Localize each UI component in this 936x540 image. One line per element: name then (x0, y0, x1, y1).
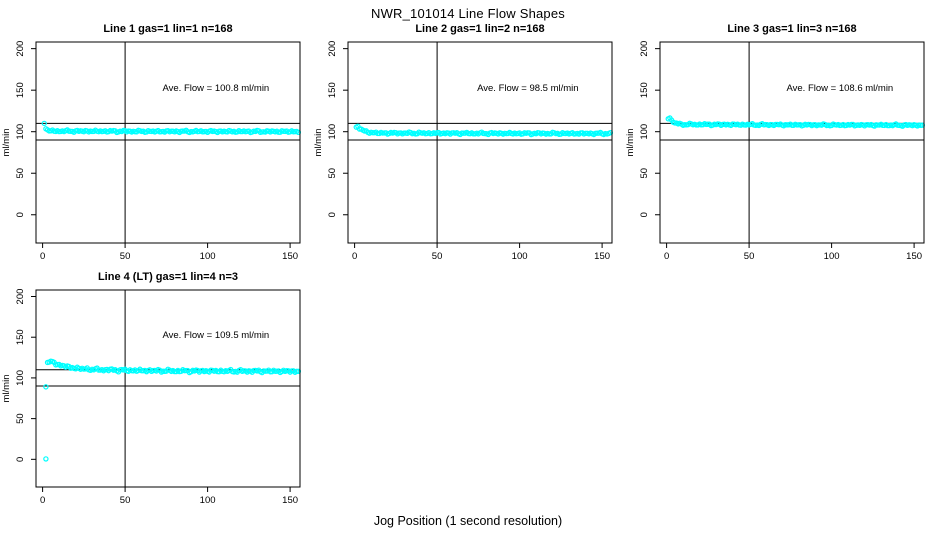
data-points-group (353, 123, 613, 138)
panel-line-4-plot: 0 50 100 150 0 50 100 150 200 ml/min Line 4 (LT) g… (1, 271, 301, 506)
ave-flow-annotation: Ave. Flow = 109.5 ml/min (162, 330, 269, 341)
y-tick-label: 150 (639, 82, 650, 98)
panel-line-2-plot: 0 50 100 150 0 50 100 150 200 ml/min Line 2 gas=1 … (313, 23, 613, 262)
panel-line-1-plot: 0 50 100 150 0 50 100 150 200 ml/min Line 1 gas=1 … (1, 23, 301, 262)
y-tick-label: 100 (15, 124, 26, 140)
x-tick-label: 100 (200, 495, 216, 506)
plot-box (35, 289, 301, 488)
ave-flow-annotation: Ave. Flow = 108.6 ml/min (786, 83, 893, 94)
x-tick-label: 150 (282, 251, 298, 262)
y-axis-label: ml/min (1, 129, 12, 157)
x-tick-label: 0 (664, 251, 669, 262)
y-tick-label: 50 (327, 168, 338, 179)
y-tick-label: 200 (639, 41, 650, 57)
figure-x-axis-label: Jog Position (1 second resolution) (373, 514, 563, 528)
y-tick-label: 200 (15, 41, 26, 57)
y-tick-label: 150 (15, 329, 26, 345)
plot-box (347, 41, 613, 244)
y-tick-label: 100 (639, 124, 650, 140)
figure-title: NWR_101014 Line Flow Shapes (370, 6, 565, 21)
x-tick-label: 0 (40, 251, 45, 262)
y-tick-label: 100 (15, 370, 26, 386)
y-tick-label: 0 (15, 212, 26, 217)
x-tick-label: 50 (120, 251, 131, 262)
y-tick-label: 50 (15, 413, 26, 424)
ave-flow-annotation: Ave. Flow = 98.5 ml/min (477, 83, 578, 94)
panel-title: Line 1 gas=1 lin=1 n=168 (103, 23, 232, 35)
x-tick-label: 50 (432, 251, 443, 262)
y-axis-label: ml/min (625, 129, 636, 157)
data-points-group (43, 358, 301, 462)
x-tick-label: 100 (824, 251, 840, 262)
y-tick-label: 0 (15, 457, 26, 462)
panel-line-3: 0 50 100 150 0 50 100 150 200 ml/min Line 3 gas=1 … (624, 18, 936, 270)
x-tick-label: 100 (200, 251, 216, 262)
outlier-data-point (43, 456, 49, 462)
y-tick-label: 100 (327, 124, 338, 140)
x-tick-label: 0 (40, 495, 45, 506)
data-points-group (665, 115, 925, 129)
data-points-group (41, 120, 301, 136)
y-tick-label: 0 (639, 212, 650, 217)
y-axis-label: ml/min (313, 129, 324, 157)
panel-title: Line 3 gas=1 lin=3 n=168 (727, 23, 856, 35)
x-tick-label: 50 (744, 251, 755, 262)
plot-box (35, 41, 301, 244)
x-tick-label: 150 (282, 495, 298, 506)
y-axis-label: ml/min (1, 375, 12, 403)
x-tick-label: 50 (120, 495, 131, 506)
y-tick-label: 150 (15, 82, 26, 98)
panel-line-2: 0 50 100 150 0 50 100 150 200 ml/min Line 2 gas=1 … (312, 18, 624, 270)
y-tick-label: 200 (327, 41, 338, 57)
panel-title: Line 4 (LT) gas=1 lin=4 n=3 (98, 271, 238, 283)
x-tick-label: 100 (512, 251, 528, 262)
ave-flow-annotation: Ave. Flow = 100.8 ml/min (162, 83, 269, 94)
y-tick-label: 50 (639, 168, 650, 179)
y-tick-label: 50 (15, 168, 26, 179)
y-tick-label: 0 (327, 212, 338, 217)
x-tick-label: 0 (352, 251, 357, 262)
x-tick-label: 150 (906, 251, 922, 262)
panel-title: Line 2 gas=1 lin=2 n=168 (415, 23, 544, 35)
panel-line-4: 0 50 100 150 0 50 100 150 200 ml/min Line 4 (LT) g… (0, 270, 312, 522)
y-tick-label: 150 (327, 82, 338, 98)
panel-line-1: 0 50 100 150 0 50 100 150 200 ml/min Line 1 gas=1 … (0, 18, 312, 270)
y-tick-label: 200 (15, 289, 26, 305)
outlier-data-point (43, 384, 49, 390)
data-point (41, 120, 47, 127)
plot-box (659, 41, 925, 244)
x-tick-label: 150 (594, 251, 610, 262)
panel-line-3-plot: 0 50 100 150 0 50 100 150 200 ml/min Line 3 gas=1 … (625, 23, 925, 262)
